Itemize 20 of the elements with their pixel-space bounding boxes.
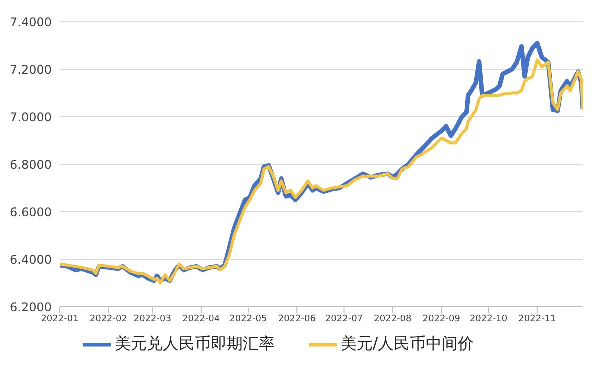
x-tick-label: 2022-09	[422, 314, 461, 324]
x-tick-label: 2022-04	[182, 314, 220, 324]
x-tick-label: 2022-01	[41, 314, 79, 324]
x-tick-label: 2022-06	[278, 314, 316, 324]
y-tick-label: 7.4000	[10, 15, 52, 30]
y-tick-label: 6.6000	[10, 205, 52, 220]
x-tick-label: 2022-03	[134, 314, 172, 324]
y-tick-label: 7.0000	[10, 110, 52, 124]
legend-label: 美元兑人民币即期汇率	[114, 334, 275, 354]
x-tick-label: 2022-02	[90, 314, 128, 324]
y-tick-label: 6.2000	[10, 300, 52, 314]
x-tick-label: 2022-05	[230, 314, 268, 324]
y-tick-label: 7.2000	[10, 62, 52, 77]
x-tick-label: 2022-07	[325, 314, 364, 324]
x-tick-label: 2022-10	[470, 314, 508, 324]
x-tick-label: 2022-11	[518, 314, 556, 324]
legend-label: 美元/人民币中间价	[340, 334, 474, 354]
y-tick-label: 6.8000	[10, 158, 52, 172]
y-tick-label: 6.4000	[10, 252, 52, 267]
x-tick-label: 2022-08	[374, 314, 412, 324]
